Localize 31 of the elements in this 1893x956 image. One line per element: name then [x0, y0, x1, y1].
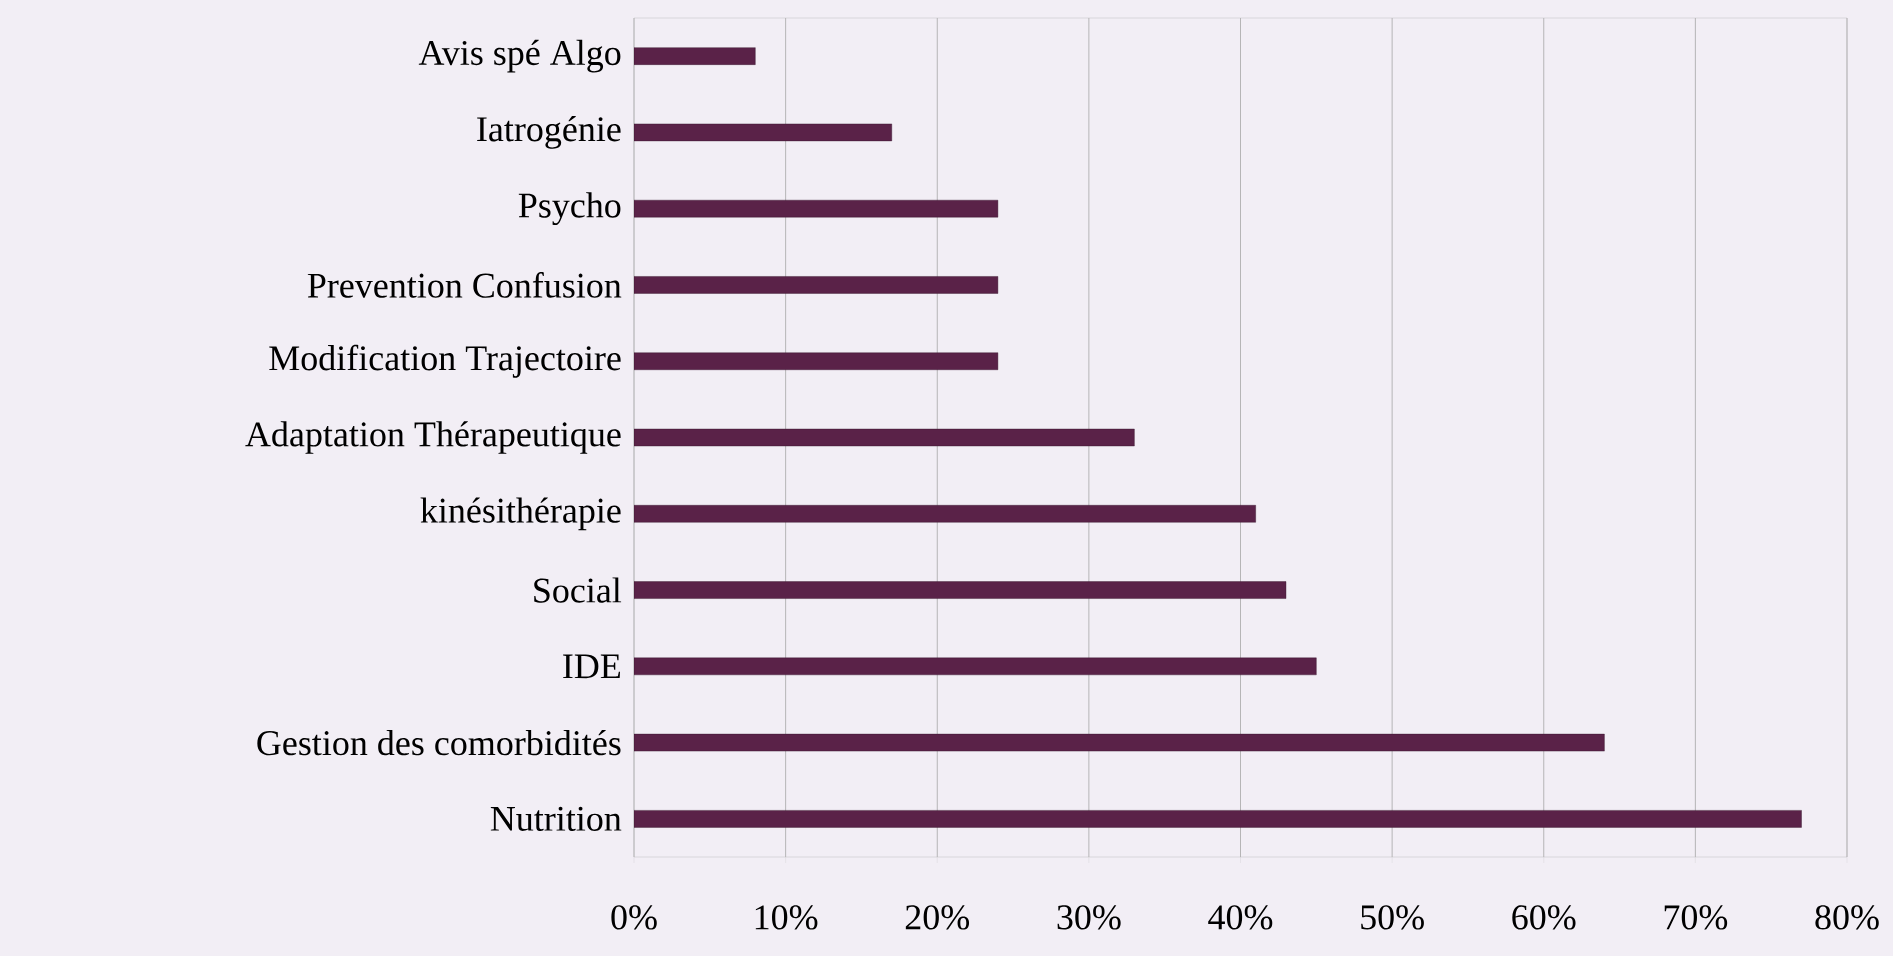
bar	[634, 428, 1135, 447]
x-tick-label: 30%	[1057, 905, 1121, 930]
y-tick-label: Nutrition	[490, 806, 622, 831]
y-tick-label: Gestion des comorbidités	[257, 729, 621, 756]
bar	[634, 276, 999, 294]
y-tick-label: Adaptation Thérapeutique	[245, 421, 621, 454]
bar	[634, 581, 1287, 599]
y-tick-label: Avis spé Algo	[418, 39, 621, 73]
y-tick-label: Psycho	[518, 192, 621, 226]
bar	[634, 47, 756, 65]
bar	[634, 123, 892, 142]
bar	[634, 810, 1802, 828]
x-tick-label: 50%	[1361, 905, 1424, 930]
x-tick-label: 40%	[1208, 905, 1273, 930]
y-tick-label: Prevention Confusion	[307, 272, 622, 298]
x-tick-label: 10%	[755, 905, 818, 930]
bar	[634, 657, 1317, 676]
bar	[634, 352, 999, 370]
y-tick-label: Iatrogénie	[477, 116, 621, 149]
y-tick-label: IDE	[563, 654, 621, 679]
bar	[634, 199, 999, 218]
y-tick-label: Social	[534, 577, 622, 603]
x-tick-label: 60%	[1512, 905, 1576, 930]
y-tick-label: Modification Trajectoire	[269, 344, 621, 378]
bar	[634, 505, 1256, 523]
x-tick-label: 70%	[1664, 905, 1728, 930]
y-tick-label: kinésithérapie	[420, 497, 621, 531]
x-tick-label: 20%	[905, 905, 970, 930]
x-tick-label: 80%	[1815, 905, 1879, 930]
bar	[634, 733, 1605, 752]
x-tick-label: 0%	[611, 905, 657, 930]
